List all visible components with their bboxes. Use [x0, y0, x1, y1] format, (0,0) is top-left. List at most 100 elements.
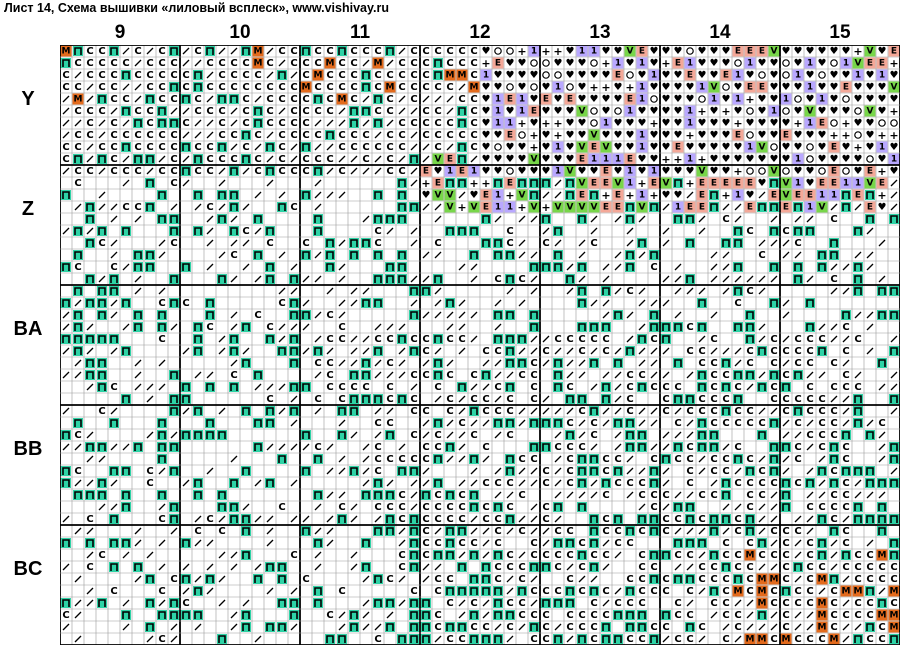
svg-text:+: + — [625, 189, 634, 202]
svg-text:C: C — [86, 46, 93, 57]
stitch-cell — [326, 119, 334, 127]
stitch-cell: E — [672, 57, 684, 69]
svg-text:C: C — [386, 358, 393, 369]
stitch-cell: M — [456, 69, 468, 81]
stitch-cell: C — [158, 130, 165, 141]
stitch-cell — [74, 575, 82, 583]
stitch-cell — [290, 287, 298, 295]
svg-text:C: C — [482, 346, 489, 357]
svg-text:♥: ♥ — [842, 154, 851, 165]
stitch-cell: E — [576, 189, 588, 201]
svg-text:C: C — [422, 46, 429, 57]
stitch-cell: C — [194, 94, 201, 105]
stitch-cell: ♥ — [734, 82, 743, 93]
stitch-cell: C — [650, 262, 657, 273]
stitch-cell — [769, 370, 779, 380]
stitch-cell — [253, 214, 263, 224]
stitch-cell — [686, 563, 694, 571]
svg-text:♥: ♥ — [758, 106, 767, 117]
stitch-cell — [530, 287, 538, 295]
svg-text:♥: ♥ — [734, 154, 743, 165]
svg-text:C: C — [278, 94, 285, 105]
stitch-cell: ♥ — [494, 154, 503, 165]
stitch-cell: C — [530, 454, 537, 465]
svg-text:C: C — [206, 82, 213, 93]
stitch-cell: + — [529, 141, 538, 154]
svg-text:C: C — [470, 118, 477, 129]
stitch-cell — [218, 599, 226, 607]
stitch-cell — [313, 346, 323, 356]
stitch-cell: E — [612, 201, 624, 213]
stitch-cell — [265, 562, 275, 572]
stitch-cell — [494, 299, 502, 307]
svg-text:♥: ♥ — [830, 94, 839, 105]
stitch-cell: C — [194, 142, 201, 153]
stitch-cell: ♥ — [806, 166, 815, 177]
stitch-cell — [530, 59, 538, 67]
stitch-cell: C — [818, 406, 825, 417]
stitch-cell — [302, 275, 310, 283]
svg-text:♥: ♥ — [866, 142, 875, 153]
svg-text:♥: ♥ — [866, 130, 875, 141]
stitch-cell — [61, 262, 71, 272]
stitch-cell — [85, 214, 95, 224]
stitch-cell: C — [458, 538, 465, 549]
stitch-cell: C — [446, 634, 453, 645]
stitch-cell: C — [134, 166, 141, 177]
stitch-cell: C — [338, 334, 345, 345]
stitch-cell: 1 — [624, 165, 636, 177]
stitch-cell — [301, 310, 311, 320]
svg-text:V: V — [807, 107, 814, 117]
stitch-cell: + — [541, 201, 550, 214]
svg-text:C: C — [110, 70, 117, 81]
stitch-cell — [134, 575, 142, 583]
stitch-cell — [457, 382, 467, 392]
svg-text:C: C — [338, 322, 345, 333]
svg-text:C: C — [170, 130, 177, 141]
stitch-cell — [86, 227, 94, 235]
stitch-cell: C — [98, 46, 105, 57]
svg-text:C: C — [686, 346, 693, 357]
svg-text:♥: ♥ — [794, 46, 803, 57]
stitch-cell: C — [278, 94, 285, 105]
svg-text:1: 1 — [747, 143, 753, 153]
svg-text:C: C — [98, 238, 105, 249]
stitch-cell: V — [432, 189, 444, 201]
svg-text:M: M — [254, 47, 263, 57]
stitch-cell — [398, 47, 406, 55]
stitch-cell: ♥ — [866, 130, 875, 141]
stitch-cell — [301, 526, 311, 536]
stitch-cell — [326, 491, 334, 499]
stitch-cell: ♥ — [482, 154, 491, 165]
stitch-cell — [769, 442, 779, 452]
stitch-cell: V — [756, 141, 768, 153]
stitch-cell — [326, 467, 334, 475]
svg-text:♥: ♥ — [830, 46, 839, 57]
stitch-cell — [458, 191, 466, 199]
stitch-cell — [758, 527, 766, 535]
stitch-cell: C — [662, 382, 669, 393]
svg-text:C: C — [410, 454, 417, 465]
svg-text:E: E — [459, 167, 465, 177]
stitch-cell — [158, 251, 166, 259]
stitch-cell — [362, 443, 370, 451]
stitch-cell: C — [86, 166, 93, 177]
svg-text:+: + — [481, 57, 490, 70]
stitch-cell — [649, 634, 659, 644]
svg-text:C: C — [458, 502, 465, 513]
stitch-cell: C — [422, 334, 429, 345]
stitch-cell — [410, 479, 418, 487]
svg-text:1: 1 — [603, 155, 609, 165]
svg-text:♥: ♥ — [746, 190, 755, 201]
stitch-cell: C — [722, 214, 729, 225]
stitch-cell — [649, 574, 659, 584]
stitch-cell — [169, 298, 179, 308]
stitch-cell — [602, 311, 610, 319]
svg-text:C: C — [206, 58, 213, 69]
stitch-cell — [686, 527, 694, 535]
stitch-cell: C — [398, 118, 405, 129]
stitch-cell: 1 — [804, 201, 816, 213]
stitch-cell — [589, 526, 599, 536]
svg-text:1: 1 — [711, 95, 717, 105]
svg-text:C: C — [410, 46, 417, 57]
